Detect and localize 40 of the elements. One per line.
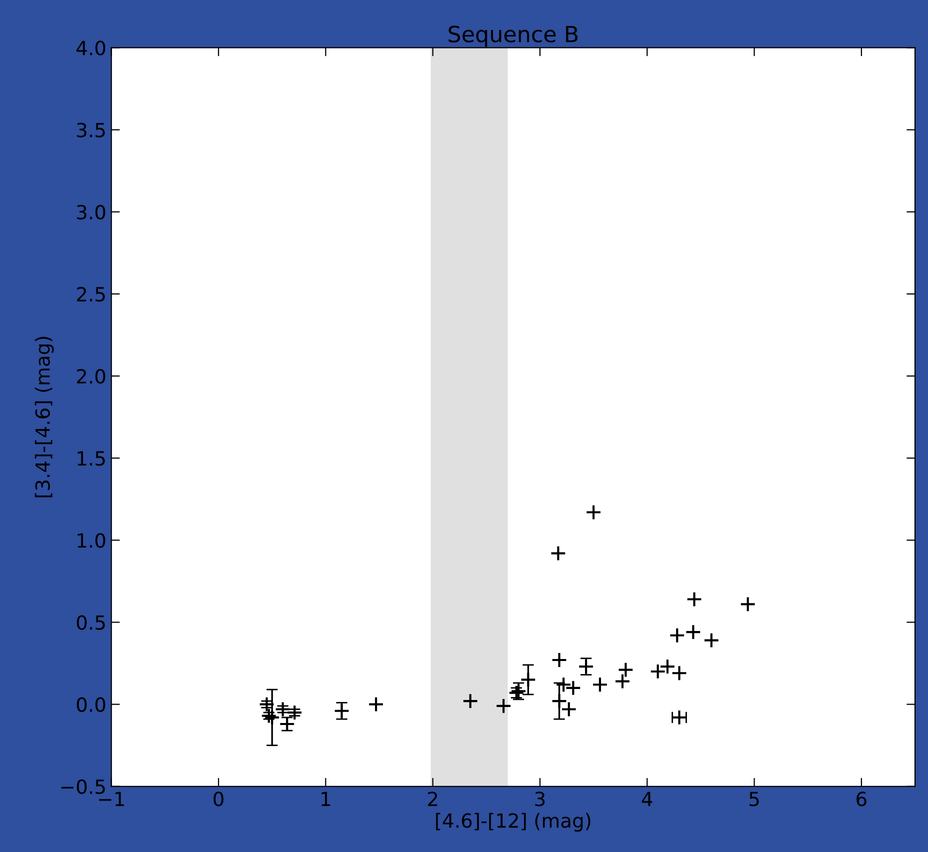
y-tick-label: 0.5 (76, 615, 105, 630)
y-axis-title: [3.4]-[4.6] (mag) (34, 336, 54, 498)
point (520, 672, 536, 688)
point (669, 627, 686, 644)
point (551, 693, 568, 710)
y-tick-label: 4.0 (76, 40, 106, 56)
point (496, 698, 512, 714)
x-tick-label: 5 (750, 792, 759, 806)
point (550, 545, 566, 562)
y-tick-label: 0.0 (76, 697, 106, 712)
point (560, 701, 577, 718)
point (686, 591, 702, 608)
point (586, 504, 602, 520)
y-tick-label: 1.5 (78, 451, 105, 466)
point (703, 632, 720, 648)
x-tick-label: 4 (642, 792, 652, 806)
x-tick-label: 1 (322, 792, 330, 806)
point (565, 680, 582, 696)
point (614, 673, 630, 690)
x-tick-label: 3 (535, 792, 545, 806)
y-tick-label: 3.0 (77, 204, 106, 220)
x-tick-label: 2 (428, 792, 438, 806)
point (740, 596, 756, 612)
x-tick-label: −1 (99, 792, 124, 806)
x-axis-title: [4.6]-[12] (mag) (436, 812, 590, 832)
point (592, 676, 608, 693)
y-tick-label: 2.5 (77, 286, 105, 302)
x-tick-label: 0 (214, 792, 224, 806)
point (368, 696, 384, 712)
point (671, 665, 688, 682)
point (462, 693, 478, 710)
y-tick-label: 2.0 (77, 368, 106, 384)
y-tick-label: 1.0 (78, 533, 106, 548)
x-tick-label: 6 (856, 792, 866, 806)
point (618, 662, 634, 678)
y-tick-label: −0.5 (61, 779, 105, 794)
chart-title: Sequence B (448, 26, 578, 47)
y-tick-label: 3.5 (77, 122, 105, 138)
point (685, 624, 702, 640)
point (551, 652, 568, 668)
